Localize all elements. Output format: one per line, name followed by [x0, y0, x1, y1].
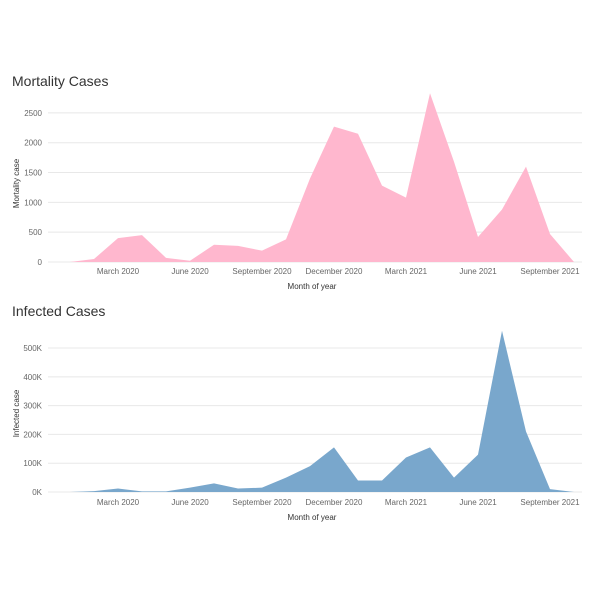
- infected-y-tick-label: 500K: [23, 344, 42, 353]
- mortality-chart: 0 500 1000 1500 2000 2500 March 2020 June 2020 S…: [12, 93, 582, 291]
- mortality-y-tick-label: 2000: [24, 139, 42, 148]
- infected-x-tick-label: June 2021: [459, 498, 497, 507]
- mortality-y-tick-label: 2500: [24, 109, 42, 118]
- mortality-x-tick-label: June 2021: [459, 267, 497, 276]
- infected-area-series: [70, 330, 574, 492]
- mortality-y-axis-label: Mortality case: [12, 158, 21, 208]
- infected-chart: 0K 100K 200K 300K 400K 500K March 2020 June 202…: [12, 330, 582, 522]
- infected-y-tick-label: 200K: [23, 430, 42, 439]
- mortality-x-tick-label: September 2020: [232, 267, 292, 276]
- mortality-chart-title: Mortality Cases: [12, 73, 109, 89]
- mortality-y-tick-label: 1000: [24, 198, 42, 207]
- mortality-x-tick-label: March 2020: [97, 267, 140, 276]
- infected-x-tick-label: June 2020: [171, 498, 209, 507]
- mortality-area-series: [70, 93, 574, 262]
- infected-y-tick-label: 100K: [23, 459, 42, 468]
- infected-y-tick-label: 0K: [32, 488, 42, 497]
- mortality-y-tick-label: 1500: [24, 169, 42, 178]
- mortality-x-tick-label: March 2021: [385, 267, 428, 276]
- mortality-y-tick-label: 0: [38, 258, 43, 267]
- mortality-x-tick-label: September 2021: [520, 267, 580, 276]
- infected-chart-title: Infected Cases: [12, 303, 106, 319]
- infected-y-tick-label: 300K: [23, 402, 42, 411]
- mortality-y-tick-label: 500: [29, 228, 43, 237]
- infected-y-tick-label: 400K: [23, 373, 42, 382]
- infected-y-axis-label: Infected case: [12, 389, 21, 437]
- infected-x-axis-label: Month of year: [288, 513, 337, 522]
- mortality-x-tick-label: December 2020: [306, 267, 363, 276]
- infected-x-tick-label: December 2020: [306, 498, 363, 507]
- infected-x-tick-label: March 2020: [97, 498, 140, 507]
- mortality-x-axis-label: Month of year: [288, 282, 337, 291]
- infected-x-tick-label: September 2020: [232, 498, 292, 507]
- infected-x-tick-label: March 2021: [385, 498, 428, 507]
- infected-x-tick-label: September 2021: [520, 498, 580, 507]
- mortality-x-tick-label: June 2020: [171, 267, 209, 276]
